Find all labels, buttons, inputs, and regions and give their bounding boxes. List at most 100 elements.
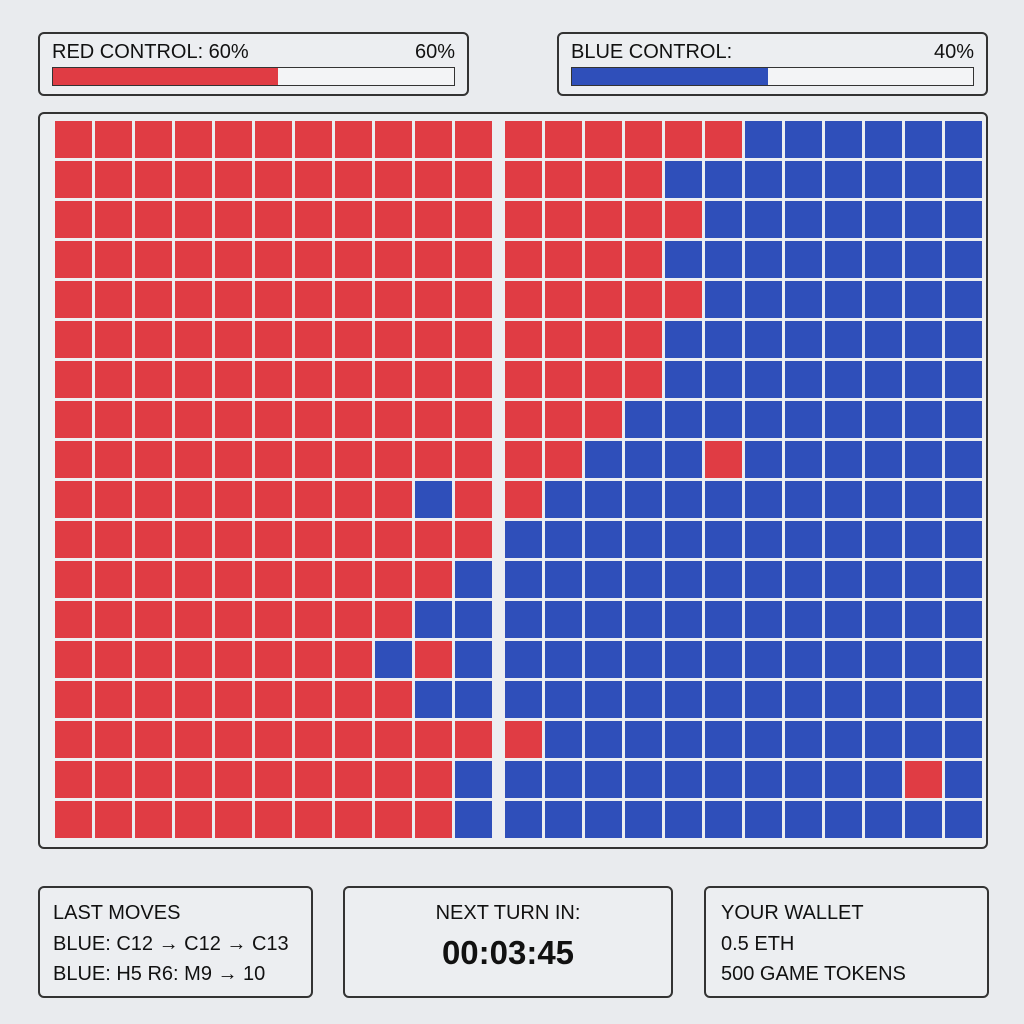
blue-cell[interactable]	[905, 201, 942, 238]
red-cell[interactable]	[175, 321, 212, 358]
red-cell[interactable]	[335, 721, 372, 758]
red-cell[interactable]	[255, 681, 292, 718]
blue-cell[interactable]	[865, 121, 902, 158]
red-cell[interactable]	[55, 241, 92, 278]
red-cell[interactable]	[705, 121, 742, 158]
red-cell[interactable]	[335, 281, 372, 318]
blue-cell[interactable]	[785, 281, 822, 318]
blue-cell[interactable]	[745, 721, 782, 758]
red-cell[interactable]	[95, 561, 132, 598]
blue-cell[interactable]	[585, 721, 622, 758]
blue-cell[interactable]	[825, 681, 862, 718]
red-cell[interactable]	[255, 201, 292, 238]
blue-cell[interactable]	[745, 401, 782, 438]
red-cell[interactable]	[505, 161, 542, 198]
blue-cell[interactable]	[945, 121, 982, 158]
red-cell[interactable]	[135, 241, 172, 278]
red-cell[interactable]	[545, 281, 582, 318]
red-cell[interactable]	[375, 481, 412, 518]
red-cell[interactable]	[215, 361, 252, 398]
red-cell[interactable]	[215, 441, 252, 478]
red-cell[interactable]	[505, 481, 542, 518]
blue-cell[interactable]	[505, 761, 542, 798]
blue-cell[interactable]	[945, 521, 982, 558]
red-cell[interactable]	[585, 321, 622, 358]
red-cell[interactable]	[215, 161, 252, 198]
blue-cell[interactable]	[665, 361, 702, 398]
blue-cell[interactable]	[585, 601, 622, 638]
red-cell[interactable]	[175, 201, 212, 238]
blue-cell[interactable]	[945, 201, 982, 238]
blue-cell[interactable]	[865, 561, 902, 598]
blue-cell[interactable]	[705, 561, 742, 598]
red-cell[interactable]	[55, 121, 92, 158]
red-cell[interactable]	[415, 321, 452, 358]
red-cell[interactable]	[215, 761, 252, 798]
blue-cell[interactable]	[825, 121, 862, 158]
red-cell[interactable]	[335, 401, 372, 438]
red-cell[interactable]	[455, 401, 492, 438]
blue-cell[interactable]	[745, 801, 782, 838]
red-cell[interactable]	[255, 321, 292, 358]
red-cell[interactable]	[95, 681, 132, 718]
red-cell[interactable]	[55, 361, 92, 398]
blue-cell[interactable]	[905, 681, 942, 718]
blue-cell[interactable]	[785, 401, 822, 438]
red-cell[interactable]	[95, 521, 132, 558]
red-cell[interactable]	[415, 561, 452, 598]
red-cell[interactable]	[585, 121, 622, 158]
blue-cell[interactable]	[825, 321, 862, 358]
red-cell[interactable]	[215, 481, 252, 518]
blue-cell[interactable]	[825, 641, 862, 678]
blue-cell[interactable]	[865, 281, 902, 318]
red-cell[interactable]	[375, 401, 412, 438]
red-cell[interactable]	[415, 801, 452, 838]
red-cell[interactable]	[135, 761, 172, 798]
blue-cell[interactable]	[545, 801, 582, 838]
red-cell[interactable]	[95, 601, 132, 638]
red-cell[interactable]	[95, 441, 132, 478]
red-cell[interactable]	[215, 601, 252, 638]
blue-cell[interactable]	[745, 201, 782, 238]
red-cell[interactable]	[175, 761, 212, 798]
red-cell[interactable]	[585, 161, 622, 198]
blue-cell[interactable]	[545, 641, 582, 678]
red-cell[interactable]	[335, 601, 372, 638]
red-cell[interactable]	[255, 481, 292, 518]
red-cell[interactable]	[375, 521, 412, 558]
red-cell[interactable]	[215, 721, 252, 758]
red-cell[interactable]	[255, 241, 292, 278]
blue-cell[interactable]	[665, 521, 702, 558]
red-cell[interactable]	[335, 361, 372, 398]
red-cell[interactable]	[175, 281, 212, 318]
blue-cell[interactable]	[905, 521, 942, 558]
red-cell[interactable]	[175, 721, 212, 758]
blue-cell[interactable]	[785, 321, 822, 358]
red-cell[interactable]	[545, 161, 582, 198]
blue-cell[interactable]	[545, 681, 582, 718]
blue-cell[interactable]	[865, 641, 902, 678]
blue-cell[interactable]	[545, 721, 582, 758]
red-cell[interactable]	[375, 161, 412, 198]
red-cell[interactable]	[135, 201, 172, 238]
blue-cell[interactable]	[585, 441, 622, 478]
blue-cell[interactable]	[945, 321, 982, 358]
blue-cell[interactable]	[865, 721, 902, 758]
blue-cell[interactable]	[585, 641, 622, 678]
red-cell[interactable]	[545, 441, 582, 478]
red-cell[interactable]	[255, 401, 292, 438]
red-cell[interactable]	[335, 321, 372, 358]
blue-cell[interactable]	[705, 321, 742, 358]
blue-cell[interactable]	[865, 441, 902, 478]
blue-cell[interactable]	[745, 321, 782, 358]
blue-cell[interactable]	[825, 201, 862, 238]
blue-cell[interactable]	[945, 761, 982, 798]
blue-cell[interactable]	[865, 761, 902, 798]
red-cell[interactable]	[415, 121, 452, 158]
red-cell[interactable]	[255, 281, 292, 318]
blue-cell[interactable]	[505, 521, 542, 558]
red-cell[interactable]	[585, 241, 622, 278]
red-cell[interactable]	[415, 361, 452, 398]
red-cell[interactable]	[175, 801, 212, 838]
red-cell[interactable]	[255, 801, 292, 838]
